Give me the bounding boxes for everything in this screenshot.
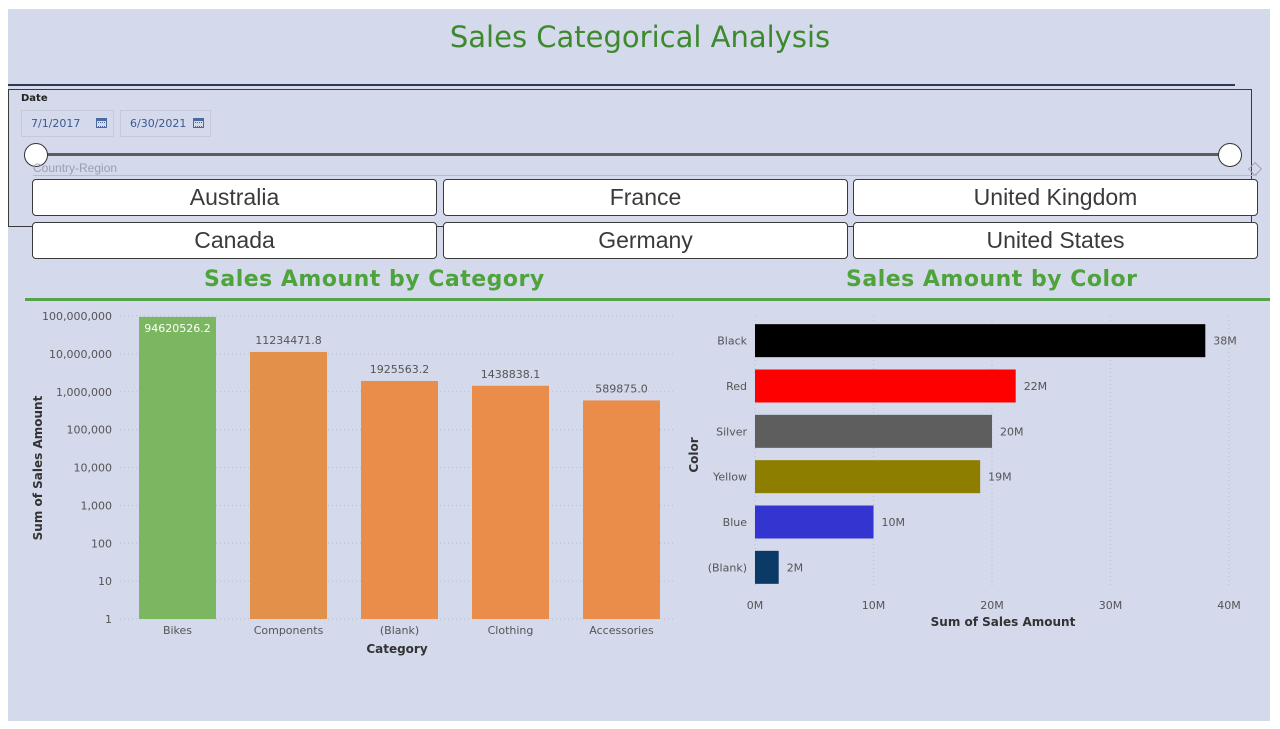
x-tick-label: Components — [254, 624, 324, 637]
bar-blank — [361, 380, 438, 619]
bar-blue — [755, 505, 874, 539]
data-label-clothing: 1438838.1 — [481, 368, 541, 381]
calendar-icon[interactable] — [193, 118, 204, 128]
y-tick-label: 1 — [105, 613, 112, 626]
y-tick-label: Black — [717, 335, 747, 348]
bar-yellow — [755, 460, 981, 494]
y-tick-label: 1,000 — [81, 499, 113, 512]
x-axis-title: Category — [366, 642, 428, 656]
y-tick-label: 10,000,000 — [49, 348, 112, 361]
start-date-value: 7/1/2017 — [31, 117, 81, 130]
x-tick-label: 0M — [747, 599, 764, 612]
bar-blank — [755, 550, 779, 584]
y-axis-title: Color — [687, 437, 701, 472]
country-option-united-states[interactable]: United States — [853, 222, 1258, 259]
bar-black — [755, 324, 1206, 358]
y-tick-label: Red — [726, 380, 747, 393]
x-tick-label: 40M — [1217, 599, 1241, 612]
bar-red — [755, 369, 1016, 403]
data-label-yellow: 19M — [988, 471, 1012, 484]
y-tick-label: 10,000 — [74, 462, 113, 475]
date-range-slider-track[interactable] — [36, 153, 1231, 156]
y-tick-label: (Blank) — [708, 561, 747, 574]
start-date-input[interactable]: 7/1/2017 — [21, 110, 114, 137]
date-slider-start-handle[interactable] — [24, 143, 48, 167]
y-tick-label: 100 — [91, 537, 112, 550]
country-option-canada[interactable]: Canada — [32, 222, 437, 259]
section-divider — [25, 298, 1270, 301]
bar-silver — [755, 414, 992, 448]
data-label-silver: 20M — [1000, 425, 1024, 438]
data-label-blank: 1925563.2 — [370, 363, 430, 376]
x-tick-label: 20M — [980, 599, 1004, 612]
x-tick-label: 30M — [1099, 599, 1123, 612]
data-label-red: 22M — [1024, 380, 1047, 393]
page-title: Sales Categorical Analysis — [449, 20, 831, 54]
data-label-bikes: 94620526.2 — [144, 322, 210, 335]
country-option-germany[interactable]: Germany — [443, 222, 848, 259]
x-tick-label: Clothing — [488, 624, 534, 637]
color-bar-chart[interactable]: 0M 10M 20M 30M 40M 38M Black 22M Red 20M Silver 19M… — [680, 300, 1270, 680]
x-tick-label: Bikes — [163, 624, 192, 637]
category-chart-title: Sales Amount by Category — [204, 267, 545, 292]
data-label-black: 38M — [1213, 335, 1237, 348]
category-bar-chart[interactable]: 1 10 100 1,000 10,000 100,000 1,000,000 10,000,… — [0, 300, 680, 680]
y-tick-label: Yellow — [712, 471, 747, 484]
x-tick-label: 10M — [862, 599, 886, 612]
y-axis-title: Sum of Sales Amount — [31, 395, 45, 540]
x-axis-title: Sum of Sales Amount — [931, 615, 1076, 629]
title-divider — [8, 84, 1235, 86]
bar-components — [250, 351, 327, 619]
data-label-components: 11234471.8 — [255, 334, 321, 347]
color-chart-title: Sales Amount by Color — [846, 267, 1138, 292]
country-option-united-kingdom[interactable]: United Kingdom — [853, 179, 1258, 216]
y-tick-label: 100,000,000 — [42, 310, 112, 323]
y-tick-label: Silver — [716, 425, 747, 438]
y-tick-label: 100,000 — [67, 424, 113, 437]
end-date-input[interactable]: 6/30/2021 — [120, 110, 211, 137]
x-tick-label: Accessories — [589, 624, 654, 637]
bar-bikes — [139, 316, 216, 619]
date-slicer-label: Date — [21, 93, 48, 104]
country-slicer-divider — [33, 175, 1257, 176]
y-tick-label: Blue — [723, 516, 748, 529]
y-tick-label: 10 — [98, 575, 112, 588]
country-option-australia[interactable]: Australia — [32, 179, 437, 216]
calendar-icon[interactable] — [96, 118, 107, 128]
bar-accessories — [583, 400, 660, 619]
date-slider-end-handle[interactable] — [1218, 143, 1242, 167]
country-option-france[interactable]: France — [443, 179, 848, 216]
data-label-accessories: 589875.0 — [595, 382, 648, 395]
x-tick-label: (Blank) — [380, 624, 419, 637]
country-slicer-label: Country-Region — [33, 161, 118, 175]
end-date-value: 6/30/2021 — [130, 117, 187, 130]
y-tick-label: 1,000,000 — [56, 386, 112, 399]
data-label-blank: 2M — [787, 561, 804, 574]
bar-clothing — [472, 385, 549, 619]
data-label-blue: 10M — [882, 516, 906, 529]
